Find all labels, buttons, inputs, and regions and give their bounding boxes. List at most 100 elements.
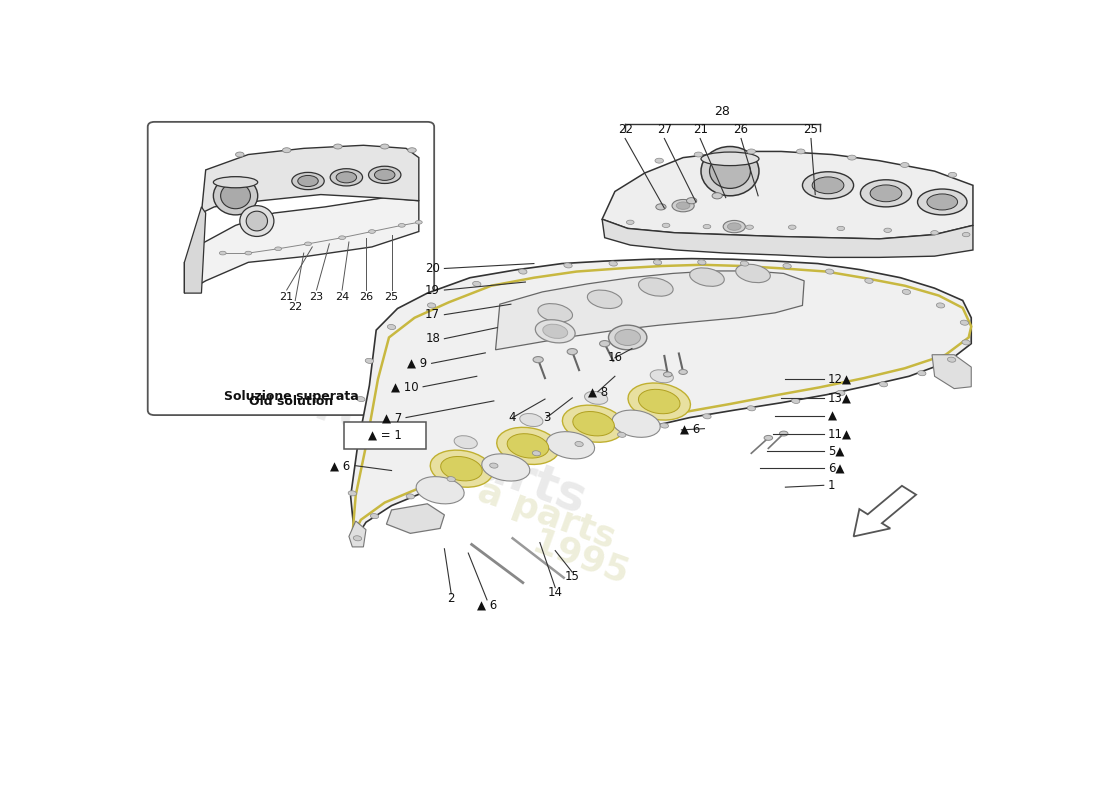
Ellipse shape [746, 225, 754, 230]
Ellipse shape [764, 435, 772, 440]
Ellipse shape [712, 193, 723, 199]
Ellipse shape [948, 172, 957, 178]
Text: 1995: 1995 [528, 525, 634, 591]
Text: 20: 20 [426, 262, 440, 275]
Polygon shape [185, 207, 206, 293]
Ellipse shape [697, 260, 706, 265]
Ellipse shape [520, 414, 543, 426]
Ellipse shape [538, 303, 572, 322]
Ellipse shape [330, 169, 363, 186]
Text: 25: 25 [803, 123, 818, 136]
Polygon shape [351, 258, 971, 539]
Ellipse shape [747, 149, 756, 154]
Ellipse shape [672, 199, 694, 212]
Text: 14: 14 [548, 586, 563, 598]
Ellipse shape [430, 450, 493, 487]
Ellipse shape [333, 144, 342, 149]
Ellipse shape [564, 263, 572, 268]
Ellipse shape [235, 152, 244, 157]
Text: 18: 18 [426, 332, 440, 346]
Text: ▲ 9: ▲ 9 [407, 357, 427, 370]
Text: 2: 2 [448, 592, 455, 605]
Ellipse shape [736, 264, 770, 282]
Text: 11▲: 11▲ [828, 427, 852, 440]
Ellipse shape [723, 221, 746, 233]
FancyBboxPatch shape [344, 422, 426, 449]
Text: a parts: a parts [473, 474, 620, 555]
Ellipse shape [703, 414, 711, 419]
Ellipse shape [792, 398, 800, 403]
Ellipse shape [562, 405, 625, 442]
Ellipse shape [584, 391, 607, 404]
Ellipse shape [638, 278, 673, 296]
Ellipse shape [676, 202, 690, 210]
Ellipse shape [534, 357, 543, 362]
Text: 3: 3 [543, 411, 550, 424]
Text: 17: 17 [425, 308, 440, 321]
Ellipse shape [547, 432, 595, 459]
Ellipse shape [381, 144, 389, 149]
Text: ▲ 6: ▲ 6 [477, 598, 497, 611]
Ellipse shape [848, 155, 856, 160]
Ellipse shape [638, 390, 680, 414]
Ellipse shape [213, 177, 257, 188]
Polygon shape [185, 198, 419, 293]
Ellipse shape [609, 261, 617, 266]
Ellipse shape [246, 211, 267, 231]
Ellipse shape [690, 268, 724, 286]
Ellipse shape [962, 233, 970, 237]
Ellipse shape [568, 349, 578, 354]
Ellipse shape [826, 269, 834, 274]
Ellipse shape [447, 477, 455, 482]
Ellipse shape [901, 162, 909, 167]
Ellipse shape [532, 450, 540, 456]
Ellipse shape [947, 357, 956, 362]
Ellipse shape [865, 278, 873, 283]
Text: 22: 22 [288, 302, 302, 312]
Text: ▲ 7: ▲ 7 [382, 411, 402, 424]
Ellipse shape [710, 154, 750, 189]
Ellipse shape [613, 410, 660, 438]
Ellipse shape [962, 340, 970, 345]
FancyArrow shape [854, 486, 916, 537]
Ellipse shape [213, 177, 257, 215]
Text: 13▲: 13▲ [828, 391, 851, 404]
Ellipse shape [783, 263, 791, 269]
Ellipse shape [879, 382, 888, 387]
Ellipse shape [368, 166, 400, 183]
Text: Old solution: Old solution [249, 395, 333, 408]
Ellipse shape [860, 180, 912, 207]
Text: 15: 15 [564, 570, 580, 583]
Ellipse shape [221, 183, 251, 209]
Ellipse shape [339, 236, 345, 239]
Text: 21: 21 [279, 292, 294, 302]
Ellipse shape [796, 149, 805, 154]
Ellipse shape [292, 172, 324, 190]
Text: 6▲: 6▲ [828, 462, 845, 474]
Ellipse shape [416, 477, 464, 504]
Ellipse shape [927, 194, 958, 210]
Ellipse shape [371, 514, 378, 518]
Ellipse shape [398, 223, 405, 227]
Ellipse shape [789, 225, 796, 230]
Text: 22: 22 [617, 123, 632, 136]
Ellipse shape [837, 390, 845, 395]
Ellipse shape [960, 320, 969, 326]
Ellipse shape [884, 228, 891, 233]
Ellipse shape [507, 434, 549, 458]
Ellipse shape [353, 536, 362, 541]
Ellipse shape [780, 431, 788, 436]
Ellipse shape [575, 442, 583, 446]
Ellipse shape [490, 463, 498, 468]
Ellipse shape [740, 261, 749, 266]
Ellipse shape [917, 370, 926, 376]
Ellipse shape [615, 330, 640, 346]
Text: 12▲: 12▲ [828, 373, 852, 386]
Ellipse shape [701, 146, 759, 196]
Ellipse shape [936, 303, 945, 308]
Text: 1: 1 [828, 479, 836, 492]
Polygon shape [602, 219, 972, 258]
Ellipse shape [660, 423, 669, 428]
Polygon shape [349, 521, 366, 547]
Text: Soluzione superata: Soluzione superata [223, 390, 359, 402]
